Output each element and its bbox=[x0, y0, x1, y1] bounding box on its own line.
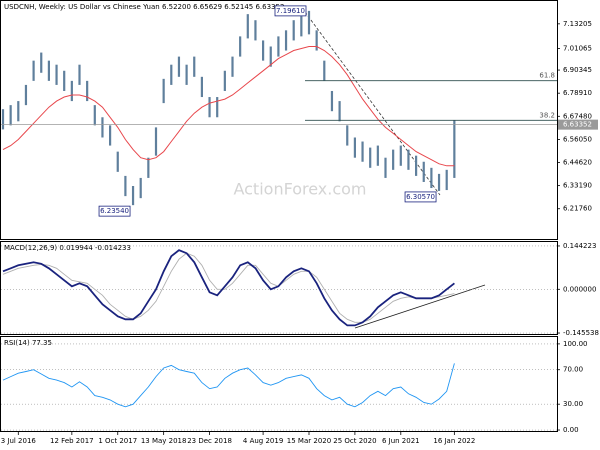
macd-title: MACD(12,26,9) 0.019944 -0.014233 bbox=[4, 244, 131, 252]
y-tick-label: 7.01065 bbox=[563, 44, 592, 52]
y-tick-label: 6.56050 bbox=[563, 135, 592, 143]
macd-trend-line bbox=[354, 284, 486, 329]
price-label: 7.19610 bbox=[276, 7, 305, 15]
price-label: 6.30570 bbox=[406, 193, 435, 201]
y-tick-label: 100.00 bbox=[563, 340, 588, 348]
trend-line bbox=[304, 11, 441, 196]
chart-title: USDCNH, Weekly: US Dollar vs Chinese Yua… bbox=[4, 3, 284, 11]
price-label: 6.23540 bbox=[100, 207, 129, 215]
x-tick-label: 4 Aug 2019 bbox=[243, 437, 283, 445]
y-tick-label: 6.21760 bbox=[563, 205, 592, 213]
price-panel bbox=[0, 0, 558, 240]
y-tick-label: -0.145538 bbox=[563, 329, 599, 337]
y-tick-label: 0.000000 bbox=[563, 285, 596, 293]
rsi-title: RSI(14) 77.35 bbox=[4, 339, 52, 347]
y-tick-label: 6.44620 bbox=[563, 159, 592, 167]
y-tick-label: 7.13205 bbox=[563, 20, 592, 28]
indicator-line bbox=[2, 249, 455, 327]
rsi-panel bbox=[0, 336, 558, 432]
x-tick-label: 23 Dec 2018 bbox=[187, 437, 232, 445]
y-tick-label: 6.67480 bbox=[563, 112, 592, 120]
y-tick-label: 0.144223 bbox=[563, 242, 596, 250]
watermark: ActionForex.com bbox=[233, 180, 366, 199]
price-label-box bbox=[274, 5, 307, 17]
fib-label: 61.8 bbox=[539, 72, 555, 80]
y-tick-label: 6.90345 bbox=[563, 66, 592, 74]
x-tick-label: 12 Feb 2017 bbox=[50, 437, 94, 445]
y-tick-label: 0.00 bbox=[563, 426, 579, 434]
y-tick-label: 6.33190 bbox=[563, 182, 592, 190]
x-tick-label: 6 Jun 2021 bbox=[382, 437, 420, 445]
x-tick-label: 25 Oct 2020 bbox=[333, 437, 376, 445]
y-tick-label: 70.00 bbox=[563, 366, 583, 374]
indicator-line bbox=[2, 363, 455, 408]
x-tick-label: 16 Jan 2022 bbox=[433, 437, 475, 445]
x-tick-label: 3 Jul 2016 bbox=[1, 437, 37, 445]
indicator-line bbox=[2, 252, 455, 323]
fib-label: 38.2 bbox=[539, 111, 555, 119]
x-tick-label: 13 May 2018 bbox=[141, 437, 187, 445]
y-tick-label: 30.00 bbox=[563, 400, 583, 408]
x-tick-label: 1 Oct 2017 bbox=[98, 437, 137, 445]
price-label-box bbox=[98, 205, 131, 217]
y-tick-label: 6.78910 bbox=[563, 89, 592, 97]
current-price-label: 6.63352 bbox=[563, 121, 592, 129]
macd-panel bbox=[0, 241, 558, 335]
price-label-box bbox=[404, 191, 437, 203]
x-tick-label: 15 Mar 2020 bbox=[287, 437, 331, 445]
current-price-box bbox=[558, 119, 598, 130]
